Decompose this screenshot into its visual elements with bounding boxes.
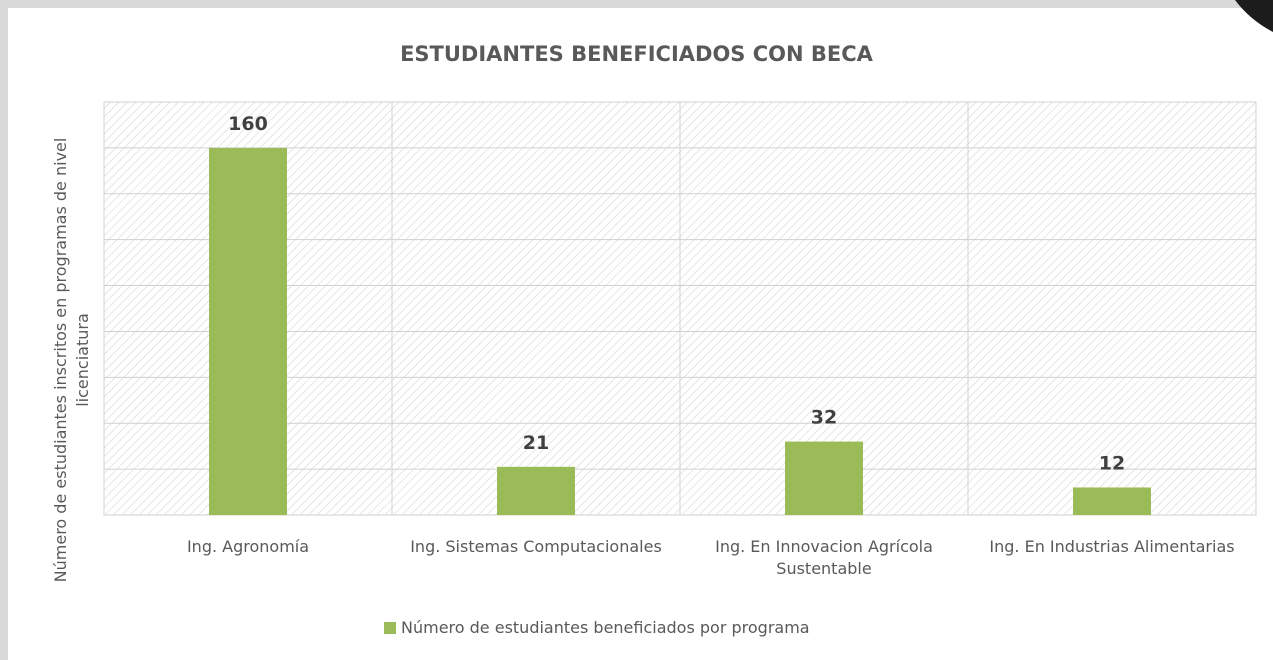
- legend-label: Número de estudiantes beneficiados por p…: [401, 618, 810, 637]
- data-label: 21: [523, 432, 549, 454]
- corner-decoration: [1235, 0, 1273, 32]
- chart: 160 21 32 12: [0, 0, 1273, 660]
- bar: [497, 467, 575, 515]
- bar: [785, 442, 863, 515]
- x-tick-label: Ing. En Innovacion Agrícola Sustentable: [679, 536, 969, 580]
- legend-swatch: [384, 622, 396, 634]
- bar: [1073, 487, 1151, 515]
- page: 160 21 32 12 ESTUDIANTES BENEFICIADOS CON B…: [0, 0, 1273, 660]
- chart-title: ESTUDIANTES BENEFICIADOS CON BECA: [0, 42, 1273, 66]
- x-tick-label: Ing. Sistemas Computacionales: [391, 536, 681, 558]
- bar: [209, 148, 287, 515]
- x-tick-label: Ing. En Industrias Alimentarias: [967, 536, 1257, 558]
- data-label: 160: [228, 113, 268, 135]
- data-label: 32: [811, 407, 837, 429]
- y-axis-title: Número de estudiantes inscritos en progr…: [50, 100, 94, 620]
- data-label: 12: [1099, 452, 1125, 474]
- x-tick-label: Ing. Agronomía: [103, 536, 393, 558]
- legend: Número de estudiantes beneficiados por p…: [384, 618, 810, 637]
